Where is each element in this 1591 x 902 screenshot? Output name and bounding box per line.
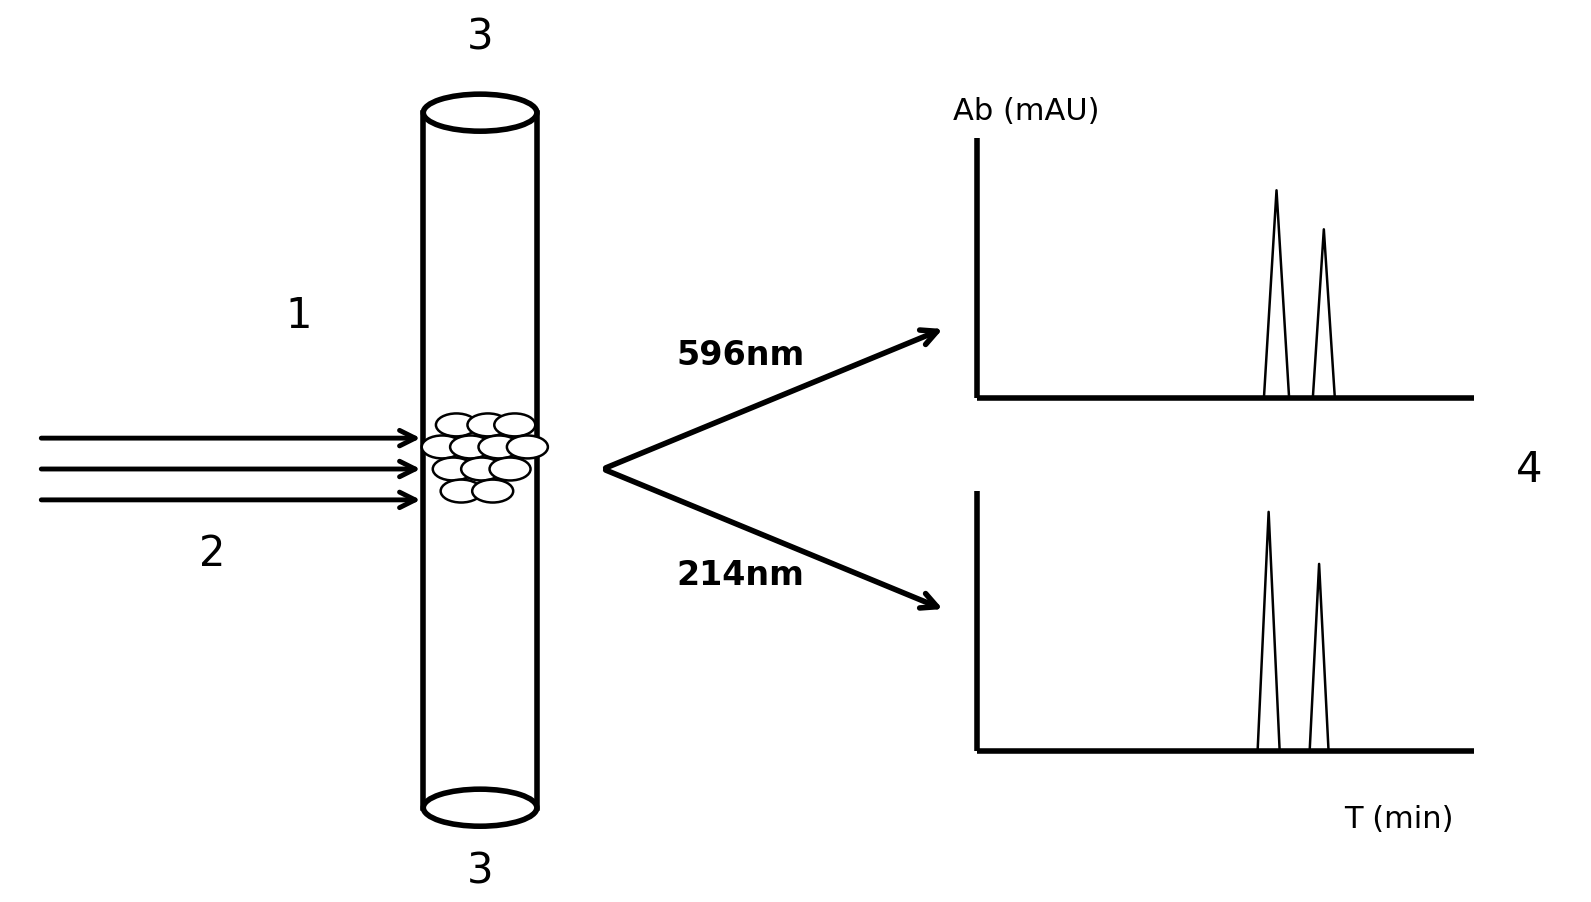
Text: 3: 3 [466, 17, 493, 59]
Text: Ab (mAU): Ab (mAU) [953, 97, 1099, 126]
Text: +: + [463, 98, 496, 136]
Circle shape [508, 436, 547, 459]
Circle shape [473, 480, 514, 503]
Circle shape [422, 436, 463, 459]
Text: 1: 1 [285, 294, 312, 336]
Circle shape [490, 458, 530, 481]
Ellipse shape [423, 95, 536, 132]
Circle shape [461, 458, 503, 481]
Text: 3: 3 [466, 850, 493, 891]
Circle shape [468, 414, 509, 437]
Text: T (min): T (min) [1344, 805, 1454, 833]
Circle shape [479, 436, 520, 459]
Text: 214nm: 214nm [676, 558, 803, 592]
Text: 4: 4 [1516, 448, 1542, 491]
Text: -: - [473, 774, 487, 812]
Bar [423, 114, 536, 808]
Text: 2: 2 [199, 532, 226, 575]
Circle shape [436, 414, 477, 437]
Circle shape [495, 414, 535, 437]
Ellipse shape [423, 789, 536, 826]
Circle shape [441, 480, 482, 503]
Circle shape [433, 458, 474, 481]
Circle shape [450, 436, 492, 459]
Text: 596nm: 596nm [676, 338, 805, 372]
